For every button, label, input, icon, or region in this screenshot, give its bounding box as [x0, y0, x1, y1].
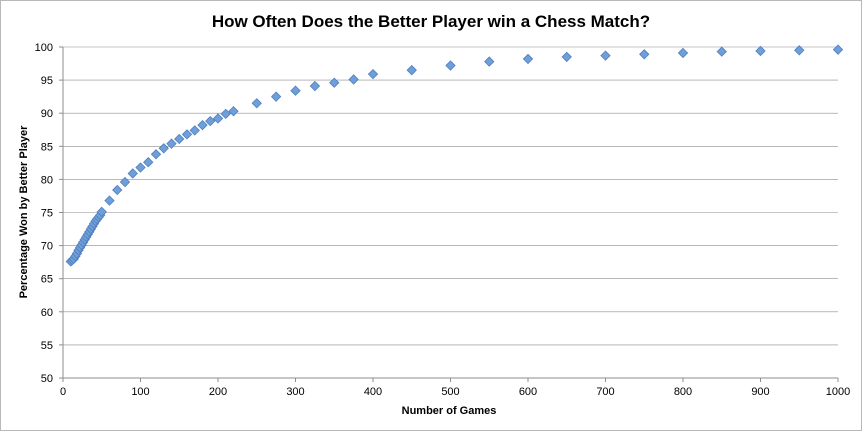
x-tick-label: 900: [751, 386, 769, 398]
data-point: [143, 157, 154, 168]
data-point: [251, 98, 262, 109]
x-tick-label: 100: [131, 386, 149, 398]
data-point: [189, 125, 200, 136]
y-tick-label: 80: [41, 174, 53, 186]
x-tick-label: 1000: [826, 386, 850, 398]
data-point: [484, 56, 495, 67]
data-point: [112, 184, 123, 196]
data-point: [561, 51, 572, 63]
y-tick-label: 55: [41, 340, 53, 352]
data-point: [290, 85, 301, 96]
data-point: [228, 106, 239, 117]
data-point: [181, 129, 193, 140]
axes: [59, 46, 839, 382]
data-point: [716, 46, 727, 57]
data-point: [104, 195, 115, 206]
data-point: [755, 45, 766, 57]
data-point: [639, 49, 650, 60]
chart-title: How Often Does the Better Player win a C…: [212, 12, 650, 31]
data-point: [174, 133, 185, 145]
y-axis-label: Percentage Won by Better Player: [18, 125, 30, 299]
data-point: [270, 91, 282, 102]
y-tick-label: 50: [41, 373, 53, 385]
data-point: [794, 45, 805, 56]
y-tick-label: 60: [41, 307, 53, 319]
data-points: [65, 44, 844, 267]
y-tick-label: 75: [41, 208, 53, 220]
x-tick-label: 600: [519, 386, 537, 398]
data-point: [329, 77, 340, 88]
x-tick-label: 300: [286, 386, 304, 398]
y-tick-label: 65: [41, 274, 53, 286]
data-point: [127, 168, 138, 179]
data-point: [367, 68, 379, 80]
x-tick-label: 0: [60, 386, 66, 398]
x-axis-label: Number of Games: [402, 405, 497, 417]
data-point: [212, 113, 224, 124]
data-point: [600, 50, 611, 61]
x-tick-label: 800: [674, 386, 692, 398]
gridlines: [63, 46, 838, 346]
data-point: [150, 149, 162, 160]
data-point: [135, 162, 146, 173]
data-point: [197, 119, 208, 131]
y-tick-label: 85: [41, 141, 53, 153]
x-tick-label: 500: [441, 386, 459, 398]
y-tick-label: 70: [41, 241, 53, 253]
data-point: [348, 74, 359, 85]
data-point: [205, 115, 216, 127]
y-tick-label: 100: [35, 42, 53, 54]
x-tick-label: 200: [209, 386, 227, 398]
data-point: [96, 206, 107, 218]
data-point: [832, 44, 844, 55]
y-tick-label: 95: [41, 75, 53, 87]
data-point: [406, 65, 417, 76]
data-point: [445, 60, 456, 71]
data-point: [166, 138, 177, 149]
y-tick-label: 90: [41, 108, 53, 120]
data-point: [119, 176, 131, 188]
data-point: [309, 80, 321, 92]
data-point: [220, 108, 231, 120]
data-point: [522, 53, 534, 65]
x-tick-label: 700: [596, 386, 614, 398]
x-tick-label: 400: [364, 386, 382, 398]
data-point: [677, 47, 689, 59]
data-point: [158, 143, 169, 154]
